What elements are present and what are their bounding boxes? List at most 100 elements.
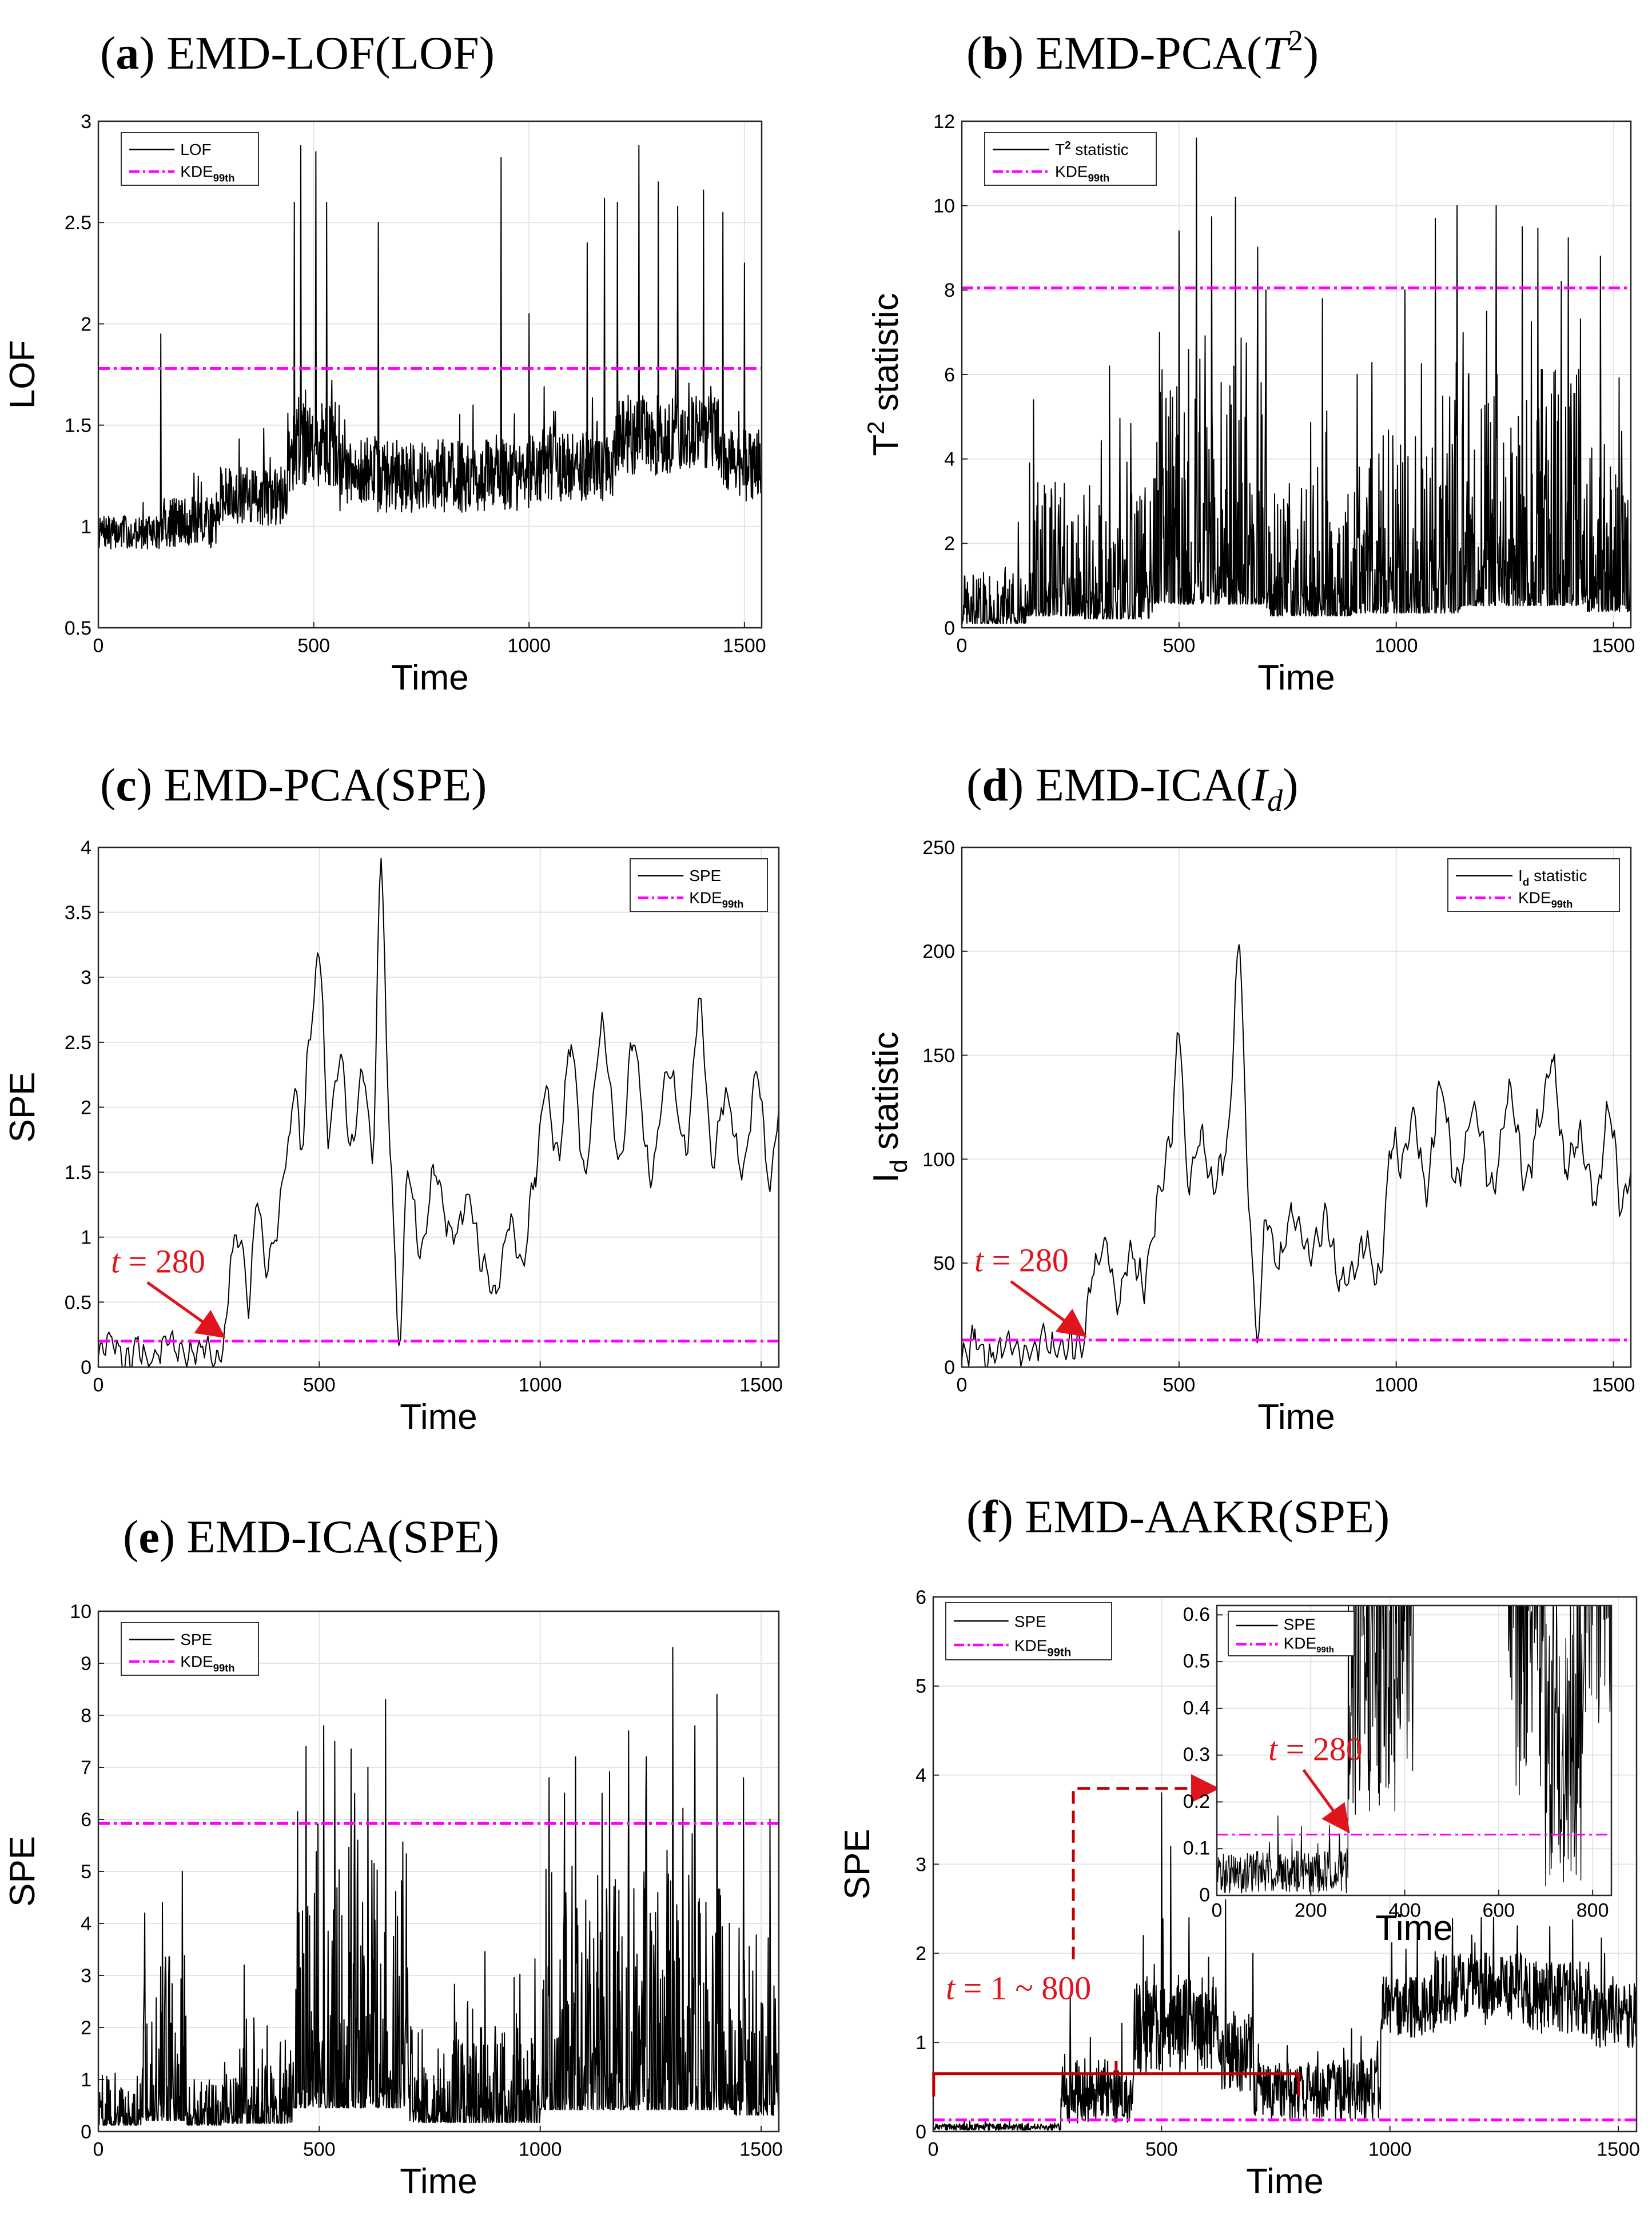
panel-title-a: (a) EMD-LOF(LOF) (100, 27, 495, 79)
panel-f-range-label: t = 1 ~ 800 (946, 1970, 1091, 2007)
y-tick-label: 6 (915, 1587, 926, 1608)
y-tick-label: 50 (933, 1253, 955, 1274)
panel-f-range-bracket (932, 2061, 1300, 2097)
y-tick-label: 0.6 (1183, 1604, 1210, 1626)
y-tick-label: 200 (922, 941, 955, 963)
legend-signal-label: T2 statistic (1055, 140, 1129, 158)
x-tick-label: 1500 (739, 2139, 783, 2161)
y-tick-label: 0 (915, 2121, 926, 2143)
panel-b-signal-line (962, 137, 1631, 624)
y-tick-label: 7 (81, 1757, 91, 1779)
panel-d-frame (961, 846, 1632, 1368)
y-tick-label: 8 (944, 280, 955, 301)
x-tick-label: 500 (303, 2139, 336, 2161)
panel-c-signal-line (98, 858, 779, 1367)
x-tick-label: 200 (1295, 1900, 1327, 1922)
panel-f-legend: SPE KDE99th (945, 1602, 1112, 1660)
legend-box (984, 132, 1157, 186)
legend-box (121, 1622, 259, 1676)
x-tick-label: 0 (928, 2139, 939, 2161)
y-tick-label: 0 (944, 1357, 955, 1379)
y-tick-label: 250 (922, 837, 955, 859)
y-tick-label: 2.5 (65, 1032, 91, 1054)
panel-b-x-axis-label: Time (1257, 658, 1335, 698)
y-tick-label: 1.5 (65, 415, 91, 437)
legend-threshold-label: KDE99th (1518, 889, 1573, 910)
panel-f-x-axis-label: Time (1246, 2162, 1323, 2201)
y-tick-label: 10 (933, 196, 955, 217)
panel-title-e: (e) EMD-ICA(SPE) (123, 1511, 499, 1563)
y-tick-label: 1.5 (65, 1162, 91, 1184)
panel-c-legend: SPE KDE99th (630, 858, 768, 912)
x-tick-label: 1500 (1592, 635, 1635, 657)
panel-b-frame (961, 120, 1632, 629)
y-tick-label: 2 (915, 1943, 926, 1965)
y-tick-label: 4 (915, 1765, 926, 1787)
y-tick-label: 8 (81, 1705, 91, 1727)
y-tick-label: 3 (81, 967, 91, 989)
panel-title-f: (f) EMD-AAKR(SPE) (966, 1491, 1390, 1543)
x-tick-label: 0 (1212, 1900, 1223, 1922)
y-tick-label: 4 (81, 837, 91, 859)
legend-box (945, 1602, 1112, 1660)
legend-signal-label: Id statistic (1518, 867, 1587, 889)
y-tick-label: 3 (81, 1965, 91, 1987)
y-tick-label: 0 (944, 618, 955, 639)
panel-d-annotation-arrow (1010, 1280, 1087, 1337)
y-axis-label-f: SPE (838, 1828, 877, 1899)
y-tick-label: 100 (922, 1149, 955, 1170)
y-tick-label: 2 (944, 533, 955, 555)
panel-f-inset-annotation-label: t = 280 (1268, 1731, 1363, 1768)
y-tick-label: 0.3 (1183, 1744, 1210, 1766)
legend-signal-label: SPE (689, 867, 721, 885)
y-tick-label: 12 (933, 111, 955, 133)
panel-e-legend: SPE KDE99th (121, 1622, 259, 1676)
panel-f-inset-signal-line (1217, 1606, 1611, 1894)
y-tick-label: 5 (81, 1861, 91, 1883)
x-tick-label: 1500 (1597, 2139, 1640, 2161)
panel-c-x-axis-label: Time (400, 1397, 477, 1437)
y-tick-label: 0.5 (65, 618, 91, 639)
x-tick-label: 0 (957, 1375, 968, 1396)
panel-d-axes: 0 500 1000 1500 0 50 100 150 200 250 (922, 837, 1635, 1396)
y-tick-label: 0 (81, 2121, 91, 2143)
y-tick-label: 0 (1199, 1885, 1210, 1906)
panel-title-b: (b) EMD-PCA(T2) (966, 25, 1319, 79)
y-tick-label: 9 (81, 1653, 91, 1675)
y-axis-label-b: T2 statistic (862, 293, 906, 456)
legend-threshold-label: KDE99th (180, 163, 234, 184)
panel-a-background (98, 121, 762, 628)
legend-threshold-label: KDE99th (1284, 1634, 1334, 1655)
y-tick-label: 5 (915, 1676, 926, 1698)
y-tick-label: 3 (81, 111, 91, 133)
panel-f-frame (932, 1596, 1638, 2133)
x-tick-label: 1000 (519, 2139, 562, 2161)
y-tick-label: 1 (81, 516, 91, 538)
panel-f-inset-x-axis-label: Time (1375, 1909, 1452, 1948)
x-tick-label: 1000 (519, 1375, 562, 1396)
y-tick-label: 3.5 (65, 902, 91, 924)
panel-b-legend: T2 statistic KDE99th (984, 132, 1157, 186)
legend-box (1447, 858, 1620, 912)
panel-c-annotation-label: t = 280 (111, 1243, 205, 1280)
legend-threshold-label: KDE99th (1055, 163, 1109, 184)
x-tick-label: 500 (1163, 635, 1196, 657)
x-tick-label: 800 (1577, 1900, 1609, 1922)
legend-box (1228, 1611, 1355, 1656)
x-tick-label: 1000 (1375, 1375, 1418, 1396)
y-tick-label: 4 (81, 1913, 91, 1935)
panel-f-signal-line (933, 1792, 1637, 2131)
y-tick-label: 0.1 (1183, 1838, 1210, 1859)
legend-signal-label: LOF (180, 141, 211, 158)
y-tick-label: 2.5 (65, 212, 91, 234)
panel-a-legend: LOF KDE99th (121, 132, 259, 186)
y-axis-label-d: Id statistic (866, 1031, 912, 1183)
x-tick-label: 1500 (739, 1375, 783, 1396)
legend-threshold-label: KDE99th (689, 889, 743, 910)
panel-c-axes: 0 500 1000 1500 0 0.5 1 1.5 2 2.5 3 3.5 4 (65, 837, 783, 1396)
panel-f-inset-frame (1216, 1604, 1613, 1897)
legend-signal-label: SPE (1014, 1613, 1046, 1631)
legend-signal-label: SPE (180, 1631, 212, 1648)
x-tick-label: 0 (93, 635, 104, 657)
legend-box (630, 858, 768, 912)
